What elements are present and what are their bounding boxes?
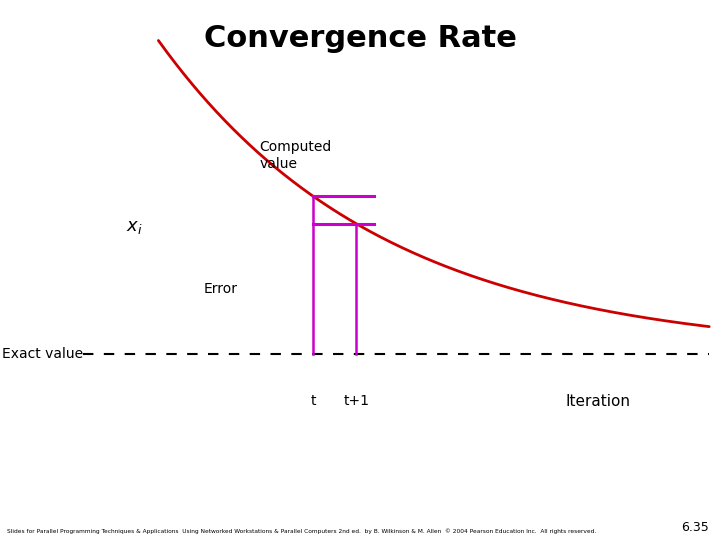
Text: Computed
value: Computed value (259, 140, 331, 171)
Text: Exact value: Exact value (1, 347, 83, 361)
Text: 6.35: 6.35 (681, 521, 709, 534)
Text: Error: Error (204, 282, 238, 296)
Text: t: t (310, 394, 316, 408)
Text: Convergence Rate: Convergence Rate (204, 24, 516, 53)
Text: Iteration: Iteration (565, 394, 630, 409)
Text: t+1: t+1 (343, 394, 369, 408)
Text: Slides for Parallel Programming Techniques & Applications  Using Networked Works: Slides for Parallel Programming Techniqu… (7, 528, 596, 534)
Text: $x_i$: $x_i$ (126, 218, 143, 236)
